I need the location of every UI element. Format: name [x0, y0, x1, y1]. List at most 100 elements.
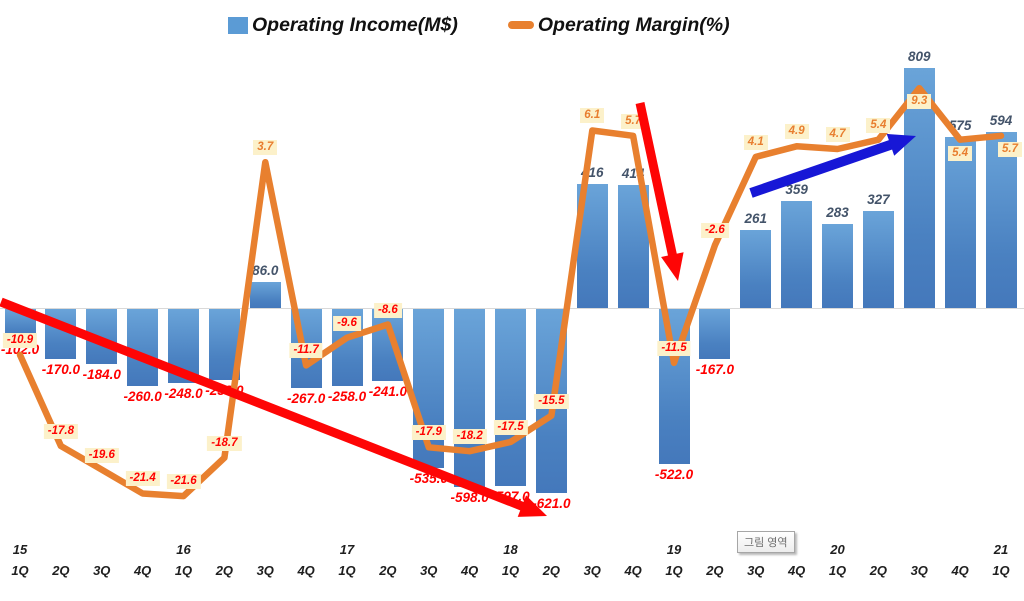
bar-3Q [413, 309, 445, 468]
margin-value-label: -9.6 [333, 315, 361, 331]
x-axis-year-label: 15 [12, 542, 28, 557]
bar-161Q [168, 309, 199, 383]
margin-value-label: -21.4 [125, 471, 160, 487]
margin-value-label: -11.7 [289, 343, 323, 359]
margin-value-label: 5.7 [621, 113, 646, 129]
bar-2Q [208, 309, 240, 380]
bar-value-label: -598.0 [450, 489, 489, 505]
bar-value-label: -267.0 [286, 391, 326, 407]
margin-value-label: 3.7 [253, 140, 278, 156]
x-axis-quarter-label: 2Q [869, 563, 888, 578]
bar-value-label: -167.0 [695, 361, 735, 377]
x-axis-quarter-label: 4Q [133, 563, 152, 578]
bar-191Q [658, 309, 690, 465]
bar-value-label: -170.0 [41, 362, 81, 378]
x-axis-quarter-label: 2Q [379, 563, 397, 578]
margin-value-label: 4.9 [784, 124, 809, 140]
bar-211Q [985, 131, 1017, 308]
bar-value-label: 86.0 [252, 263, 279, 279]
margin-value-label: -15.5 [534, 393, 569, 409]
bar-201Q [822, 223, 853, 308]
line-swatch-icon [507, 21, 534, 29]
margin-value-label: -8.6 [373, 302, 402, 318]
x-axis-quarter-label: 1Q [665, 563, 683, 578]
bar-swatch-icon [228, 16, 248, 34]
x-axis-quarter-label: 1Q [174, 563, 193, 578]
x-axis-quarter-label: 2Q [215, 563, 234, 578]
x-axis-quarter-label: 4Q [951, 563, 969, 578]
x-axis-quarter-label: 4Q [787, 563, 806, 578]
bar-value-label: 359 [785, 182, 808, 198]
margin-value-label: -17.9 [411, 425, 446, 441]
bar-3Q [576, 184, 608, 308]
bar-value-label: 594 [989, 112, 1013, 128]
x-axis-quarter-label: 4Q [460, 563, 479, 578]
bar-3Q [740, 230, 772, 308]
x-axis-quarter-label: 2Q [706, 563, 724, 578]
margin-value-label: -17.5 [493, 420, 528, 435]
bar-value-label: -522.0 [654, 467, 694, 483]
x-axis-quarter-label: 1Q [501, 563, 520, 578]
bar-value-label: -621.0 [532, 496, 571, 512]
bar-4Q [127, 309, 159, 387]
x-axis-year-label: 20 [830, 542, 845, 557]
x-axis-year-label: 21 [993, 542, 1009, 557]
legend-item-operating-income: Operating Income(M$) [228, 14, 458, 37]
bar-value-label: 575 [948, 118, 972, 134]
x-axis-year-label: 17 [339, 542, 355, 557]
x-axis-quarter-label: 3Q [583, 563, 601, 578]
margin-value-label: 4.1 [743, 134, 768, 150]
bar-2Q [45, 309, 77, 360]
bar-value-label: -258.0 [327, 388, 367, 404]
x-axis-quarter-label: 3Q [910, 563, 928, 578]
margin-value-label: -11.5 [657, 340, 691, 356]
bar-2Q [862, 210, 894, 308]
x-axis-year-label: 19 [666, 542, 682, 557]
bar-value-label: -535.0 [409, 470, 448, 486]
margin-value-label: -17.8 [43, 423, 78, 439]
x-axis-quarter-label: 2Q [542, 563, 561, 578]
bar-value-label: -238.0 [205, 382, 244, 398]
bar-2Q [699, 309, 731, 359]
legend-item-operating-margin: Operating Margin(%) [507, 13, 730, 37]
margin-value-label: 6.1 [580, 108, 605, 124]
x-axis-quarter-label: 1Q [828, 563, 847, 578]
plot-area-tooltip: 그림 영역 [737, 531, 795, 553]
bar-value-label: -248.0 [164, 385, 203, 401]
bar-value-label: 283 [826, 204, 849, 220]
x-axis-quarter-label: 1Q [992, 563, 1010, 578]
legend-label-operating-margin: Operating Margin(%) [537, 13, 730, 36]
legend-label-operating-income: Operating Income(M$) [252, 13, 458, 36]
x-axis-quarter-label: 1Q [11, 563, 29, 578]
bar-181Q [495, 309, 526, 487]
x-axis-quarter-label: 3Q [93, 563, 111, 578]
margin-value-label: 4.7 [825, 126, 850, 142]
margin-value-label: -19.6 [84, 447, 119, 463]
bar-3Q [249, 282, 281, 308]
bar-4Q [454, 309, 486, 487]
margin-value-label: -21.6 [166, 474, 201, 490]
x-axis-quarter-label: 4Q [624, 563, 642, 578]
x-axis-quarter-label: 3Q [420, 563, 438, 578]
margin-value-label: -10.9 [2, 332, 38, 348]
x-axis-quarter-label: 3Q [747, 563, 765, 578]
bar-2Q [372, 309, 404, 381]
x-axis-quarter-label: 1Q [338, 563, 356, 578]
margin-value-label: -18.7 [207, 435, 242, 451]
x-axis-year-label: 18 [503, 542, 518, 557]
bar-4Q [781, 201, 813, 308]
bar-4Q [944, 137, 976, 308]
margin-value-label: -18.2 [452, 429, 487, 445]
bar-value-label: -184.0 [82, 366, 121, 382]
x-axis-quarter-label: 3Q [256, 563, 274, 578]
bar-value-label: -260.0 [123, 389, 162, 405]
bar-value-label: 327 [867, 191, 890, 207]
bar-3Q [86, 309, 118, 364]
bar-value-label: -597.0 [491, 489, 530, 505]
x-axis-year-label: 16 [176, 542, 191, 557]
margin-value-label: 5.4 [948, 145, 973, 161]
x-axis-quarter-label: 4Q [297, 563, 315, 578]
chart-legend: Operating Income(M$) Operating Margin(%) [228, 7, 730, 43]
